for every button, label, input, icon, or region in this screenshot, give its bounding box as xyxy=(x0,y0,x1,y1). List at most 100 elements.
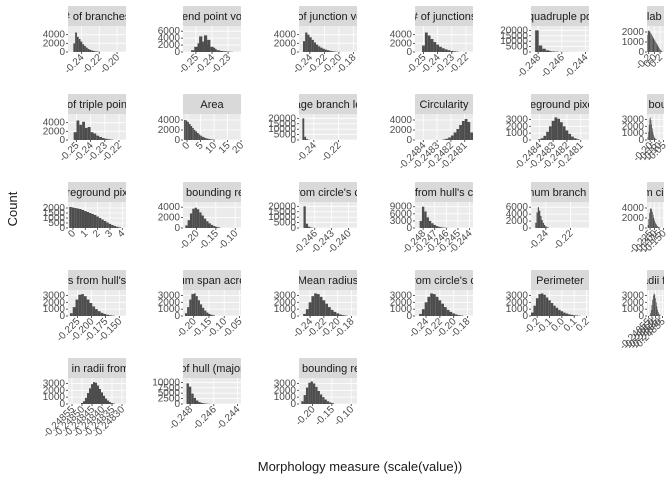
histogram-bar xyxy=(427,296,431,316)
x-tick-label: 3 xyxy=(103,228,115,240)
facet-title: um span acro xyxy=(179,275,246,287)
histogram-bar xyxy=(306,139,308,140)
histogram-bar xyxy=(654,39,655,52)
y-tick-label: 20000 xyxy=(500,25,528,36)
facet-strip xyxy=(183,358,241,378)
histogram-bar xyxy=(215,226,218,228)
histogram-bar xyxy=(98,218,102,228)
histogram-bar xyxy=(85,47,88,52)
y-tick-label: 2000 xyxy=(390,125,413,136)
x-tick-label: -0.10 xyxy=(332,404,356,428)
x-tick-label: -0.248 xyxy=(167,404,195,432)
histogram-bar xyxy=(87,48,90,52)
histogram-bar xyxy=(459,125,462,140)
y-tick-label: 15000 xyxy=(268,207,296,218)
histogram-bar xyxy=(649,314,651,316)
histogram-bar xyxy=(432,294,436,316)
histogram-bar xyxy=(452,313,456,316)
histogram-bar xyxy=(93,215,97,228)
histogram-bar xyxy=(572,315,576,316)
histogram-bar xyxy=(303,206,306,228)
x-axis-title: Morphology measure (scale(value)) xyxy=(258,459,462,474)
histogram-bar xyxy=(560,311,564,316)
facet-strip xyxy=(299,270,357,290)
facet-title: s from hull's xyxy=(68,275,127,287)
histogram-bar xyxy=(191,294,194,316)
facet-panel: ) in radii from3000200010000-0.24855-0.2… xyxy=(41,358,127,440)
y-tick-label: 4000 xyxy=(622,203,645,214)
histogram-bar xyxy=(653,218,655,228)
histogram-bar xyxy=(316,44,319,52)
histogram-bar xyxy=(187,220,190,228)
histogram-bar xyxy=(548,300,551,316)
histogram-bar xyxy=(316,294,320,316)
y-tick-label: 1000 xyxy=(274,304,297,315)
histogram-bar xyxy=(444,307,447,316)
histogram-bar xyxy=(656,225,658,228)
y-tick-label: 1000 xyxy=(390,304,413,315)
histogram-bar xyxy=(659,48,660,52)
y-tick-label: 7500 xyxy=(158,383,181,394)
x-tick-label: -0.20 xyxy=(98,52,122,76)
histogram-bar xyxy=(651,35,653,52)
histogram-bar xyxy=(208,139,210,140)
histogram-bar xyxy=(655,41,656,52)
histogram-bar xyxy=(447,50,451,52)
facet-strip xyxy=(183,270,241,290)
y-tick-label: 2000 xyxy=(622,121,645,132)
histogram-bar xyxy=(655,138,656,140)
facet-title: reground pixe xyxy=(526,99,593,111)
facet-title: Mean radius xyxy=(298,275,359,287)
y-tick-label: 20000 xyxy=(268,113,296,124)
histogram-bar xyxy=(655,139,657,140)
histogram-bar xyxy=(203,218,207,228)
histogram-bar xyxy=(331,403,334,404)
histogram-bar xyxy=(654,220,655,228)
histogram-bar xyxy=(213,49,217,52)
y-tick-label: 5000 xyxy=(274,218,297,229)
histogram-bar xyxy=(322,300,326,316)
histogram-bar xyxy=(90,132,94,140)
histogram-bar xyxy=(95,309,98,316)
histogram-bar xyxy=(424,211,427,228)
y-tick-label: 0 xyxy=(522,135,528,146)
histogram-bar xyxy=(104,138,108,140)
histogram-bar xyxy=(428,220,432,228)
y-tick-label: 0 xyxy=(174,135,180,146)
histogram-bar xyxy=(69,207,72,228)
histogram-bar xyxy=(421,206,425,228)
histogram-bar xyxy=(76,120,80,140)
histogram-bar xyxy=(650,313,651,316)
histogram-bar xyxy=(190,126,193,140)
facet-strip xyxy=(415,270,473,290)
histogram-bar xyxy=(310,381,313,404)
histogram-bar xyxy=(649,118,651,140)
histogram-bar xyxy=(72,307,76,316)
histogram-bar xyxy=(315,386,318,404)
histogram-bar xyxy=(657,312,659,316)
histogram-bar xyxy=(535,222,537,228)
histogram-bar xyxy=(659,314,661,316)
facet-title: Circularity xyxy=(420,99,469,111)
histogram-bar xyxy=(188,386,192,404)
histogram-bar xyxy=(543,294,546,316)
histogram-bar xyxy=(449,311,453,316)
histogram-bar xyxy=(657,309,658,316)
facet-strip xyxy=(183,94,241,114)
histogram-bar xyxy=(648,30,649,52)
histogram-bar xyxy=(573,138,577,140)
histogram-bar xyxy=(100,312,104,316)
facet-title: f bounding re xyxy=(296,363,360,375)
x-tick-label: -0.15 xyxy=(197,228,221,252)
histogram-bar xyxy=(565,130,569,140)
y-tick-label: 1000 xyxy=(622,128,645,139)
histogram-bar xyxy=(312,383,316,404)
histogram-bar xyxy=(328,307,331,316)
y-tick-label: 6000 xyxy=(158,26,181,37)
histogram-bar xyxy=(647,225,649,228)
x-tick-label: -0.15 xyxy=(313,404,337,428)
y-tick-label: 2000 xyxy=(506,216,529,227)
y-axis-title: Count xyxy=(5,191,20,226)
facet-title: Perimeter xyxy=(536,275,584,287)
